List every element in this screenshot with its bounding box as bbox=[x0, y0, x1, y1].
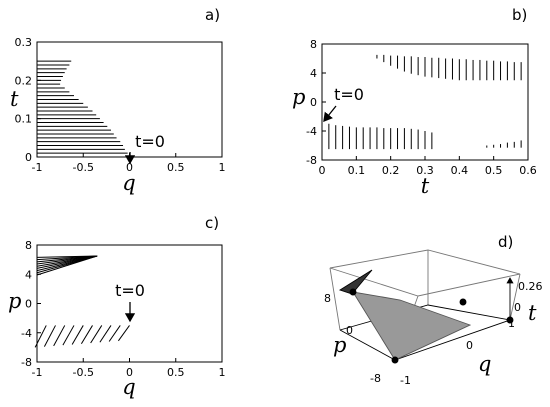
panel-d: d) p q t 8 0 -8 -1 0 1 0 0.26 bbox=[324, 233, 543, 387]
x-axis-title: q bbox=[122, 375, 135, 399]
y-axis-title: p bbox=[8, 289, 21, 313]
tick-label: -8 bbox=[370, 372, 381, 385]
x-tick-label: 0 bbox=[126, 161, 133, 174]
y-tick-label: -4 bbox=[306, 125, 317, 138]
y-tick-label: -4 bbox=[21, 327, 32, 340]
tick-label: 0 bbox=[466, 339, 473, 352]
y-tick-label: 8 bbox=[25, 239, 32, 252]
y-tick-label: 4 bbox=[25, 268, 32, 281]
x-tick-label: 0.6 bbox=[519, 164, 537, 177]
hatch-line bbox=[90, 325, 103, 344]
axis-title: t bbox=[528, 301, 537, 325]
x-tick-label: 0 bbox=[319, 164, 326, 177]
y-tick-label: -8 bbox=[306, 154, 317, 167]
tick-label: 0 bbox=[514, 301, 521, 314]
y-tick-label: 0 bbox=[25, 151, 32, 164]
y-tick-label: -8 bbox=[21, 356, 32, 369]
hatch-line bbox=[53, 325, 66, 347]
hatch-line bbox=[99, 325, 112, 343]
surface-small bbox=[338, 269, 373, 295]
panel-label: b) bbox=[512, 6, 527, 24]
box-edges bbox=[329, 250, 521, 361]
hatch-line bbox=[108, 325, 121, 342]
hatch-line bbox=[34, 325, 47, 348]
point bbox=[391, 356, 399, 364]
x-tick-label: 0.5 bbox=[167, 161, 185, 174]
panel-label: d) bbox=[498, 233, 513, 251]
x-tick-label: -1 bbox=[32, 161, 43, 174]
x-tick-label: -0.5 bbox=[73, 161, 94, 174]
y-axis-title: p bbox=[292, 85, 305, 109]
hatch-line bbox=[117, 325, 130, 342]
x-tick-label: -0.5 bbox=[73, 366, 94, 379]
point bbox=[459, 298, 467, 306]
x-tick-label: 0.1 bbox=[348, 164, 366, 177]
panel-label: c) bbox=[205, 214, 219, 232]
x-axis-title: t bbox=[421, 174, 430, 198]
hatch-line bbox=[80, 325, 93, 344]
y-tick-label: 4 bbox=[310, 67, 317, 80]
tick-label: 1 bbox=[508, 317, 515, 330]
x-tick-label: -1 bbox=[32, 366, 43, 379]
annotation-arrow bbox=[323, 105, 337, 123]
axis-title: p bbox=[333, 333, 346, 357]
x-tick-label: 0.2 bbox=[382, 164, 400, 177]
hatch-line bbox=[36, 255, 98, 276]
hatch-line bbox=[43, 325, 56, 347]
annotation: t=0 bbox=[334, 85, 364, 104]
y-axis-title: t bbox=[10, 87, 19, 111]
box-top bbox=[329, 249, 521, 297]
x-axis-title: q bbox=[122, 171, 135, 195]
x-tick-label: 0.3 bbox=[416, 164, 434, 177]
tick-label: 0.26 bbox=[518, 280, 543, 293]
panel-label: a) bbox=[205, 6, 220, 24]
point bbox=[506, 316, 514, 324]
tick-label: 8 bbox=[324, 292, 331, 305]
x-tick-label: 0 bbox=[126, 366, 133, 379]
x-tick-label: 0.4 bbox=[451, 164, 469, 177]
y-tick-label: 0 bbox=[25, 298, 32, 311]
y-tick-label: 0.2 bbox=[15, 74, 33, 87]
annotation: t=0 bbox=[115, 281, 145, 300]
axis-title: q bbox=[478, 352, 491, 376]
x-tick-label: 0.5 bbox=[485, 164, 503, 177]
y-tick-label: 0.3 bbox=[15, 36, 33, 49]
y-tick-label: 8 bbox=[310, 38, 317, 51]
annotation: t=0 bbox=[135, 132, 165, 151]
surface bbox=[352, 291, 472, 361]
x-tick-label: 1 bbox=[219, 366, 226, 379]
hatch-line bbox=[71, 325, 84, 345]
y-tick-label: 0.1 bbox=[15, 113, 33, 126]
x-tick-label: 0.5 bbox=[167, 366, 185, 379]
hatch-line bbox=[62, 325, 75, 346]
tick-label: 0 bbox=[346, 324, 353, 337]
point bbox=[349, 288, 357, 296]
y-tick-label: 0 bbox=[310, 96, 317, 109]
x-tick-label: 1 bbox=[219, 161, 226, 174]
tick-label: -1 bbox=[400, 374, 411, 387]
